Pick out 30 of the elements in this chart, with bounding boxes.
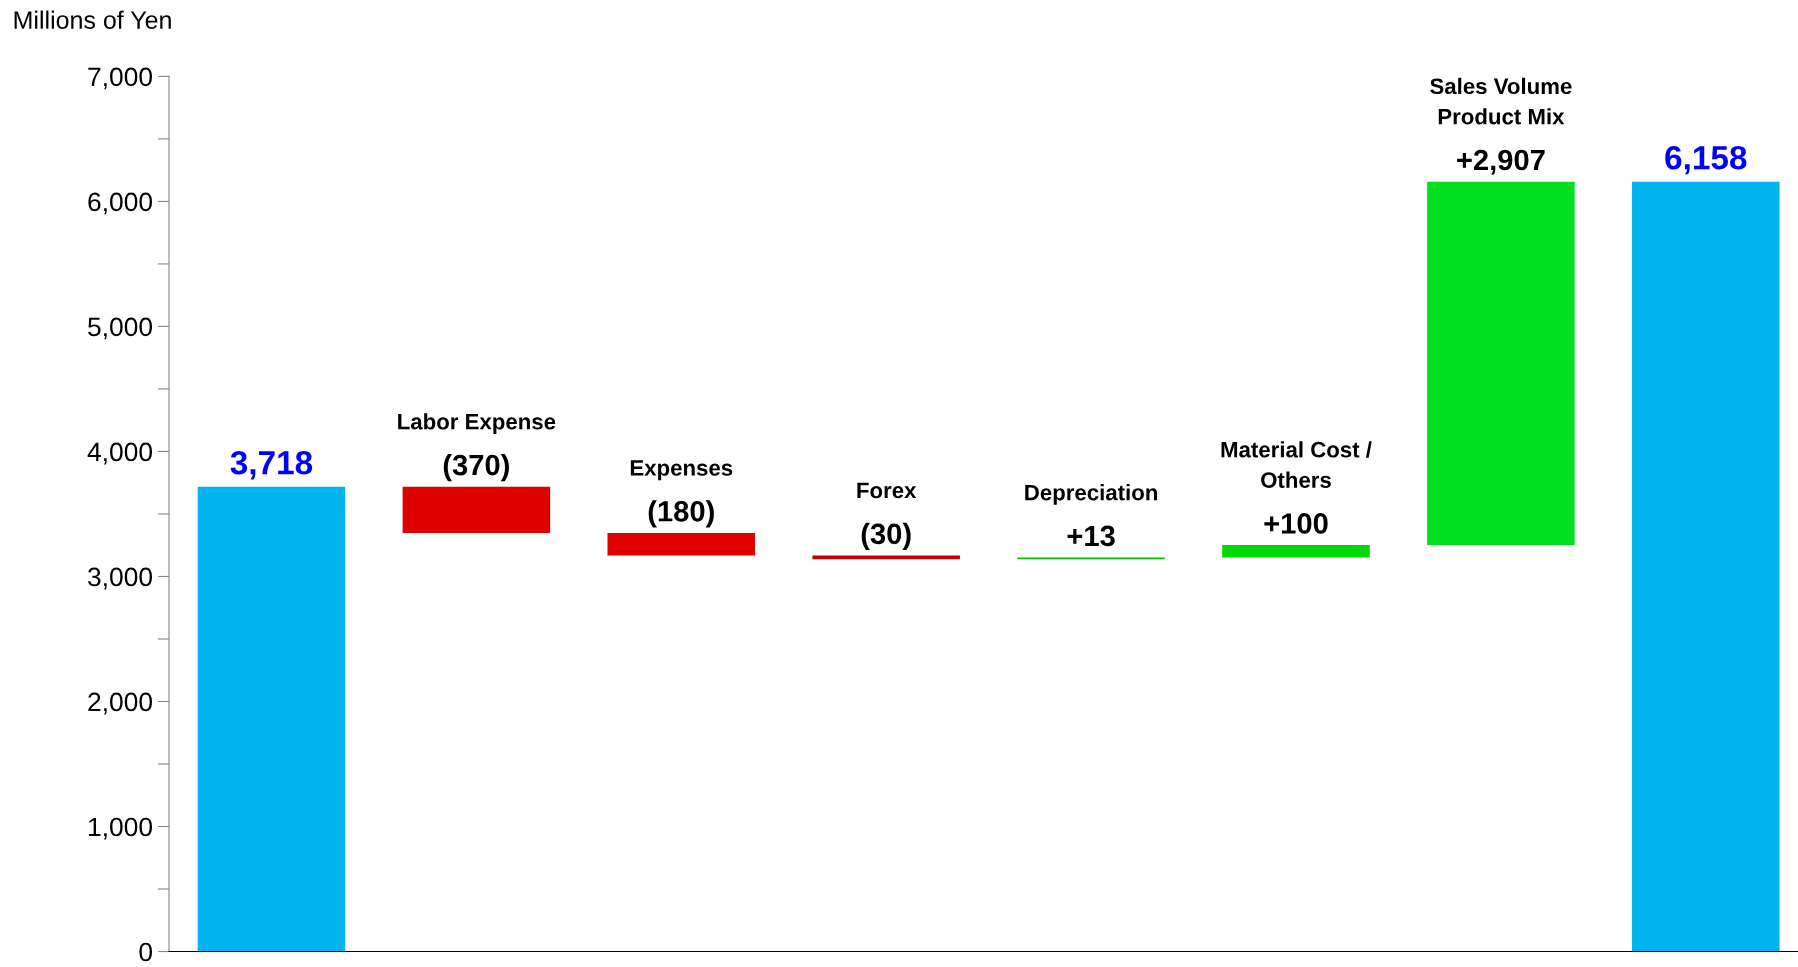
- data-label: +100: [1264, 513, 1328, 534]
- x-tick-label: Expenses: [630, 460, 733, 481]
- x-tick-label: Sales Volume Product Mix: [1430, 77, 1572, 125]
- y-tick-label: 6,000: [88, 192, 153, 215]
- data-label: 6,158: [1665, 145, 1747, 175]
- y-tick-label: 5,000: [88, 317, 153, 340]
- y-tick-label: 3,000: [88, 567, 153, 590]
- x-tick-label: Forex: [857, 482, 917, 499]
- x-tick-label: Depreciation: [1025, 484, 1158, 505]
- bar: [1632, 181, 1780, 952]
- y-tick-label: 2,000: [88, 692, 153, 715]
- y-tick-label: 0: [139, 942, 153, 962]
- bar: [402, 486, 551, 533]
- data-label: (180): [648, 500, 714, 528]
- y-axis-title: Millions of Yen: [14, 10, 171, 29]
- y-tick-label: 7,000: [88, 67, 153, 90]
- bar: [607, 532, 756, 556]
- data-label: +2,907: [1457, 149, 1545, 175]
- x-tick-label: Material Cost / Others: [1221, 441, 1372, 488]
- bar: [812, 555, 960, 560]
- bar: [1427, 181, 1575, 546]
- data-label: +13: [1067, 525, 1115, 547]
- x-tick-label: Labor Expense: [398, 413, 556, 434]
- data-label: 3,718: [230, 450, 313, 480]
- bar: [197, 486, 346, 952]
- y-tick-label: 1,000: [89, 817, 153, 840]
- bar: [1222, 545, 1370, 558]
- data-label: (30): [861, 522, 911, 550]
- y-tick-label: 4,000: [87, 442, 153, 465]
- data-label: (370): [443, 453, 509, 482]
